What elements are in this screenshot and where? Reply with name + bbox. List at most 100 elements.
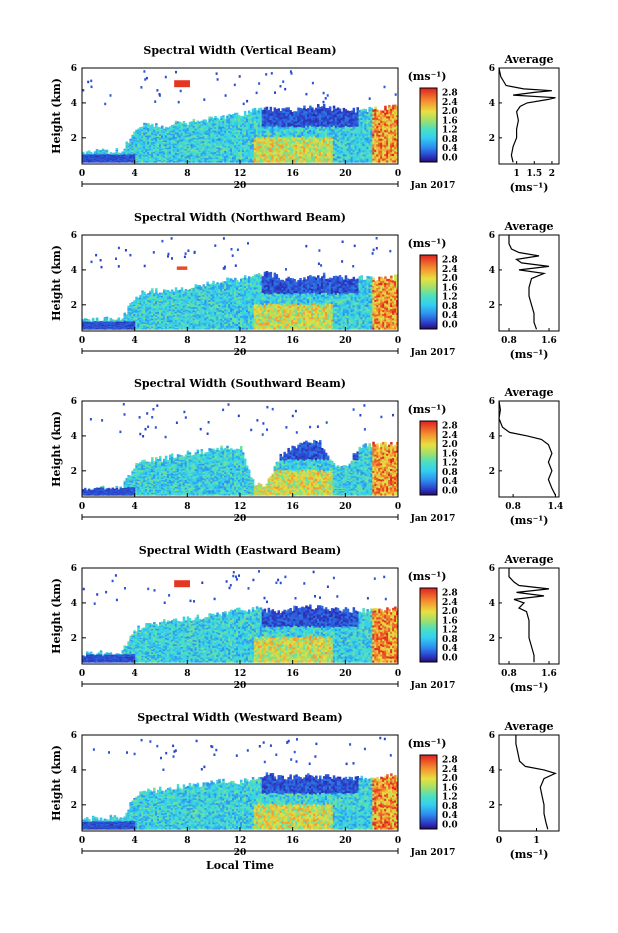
heatmap-cell bbox=[384, 86, 386, 89]
heatmap-patch bbox=[174, 80, 190, 87]
heatmap-cell bbox=[161, 126, 164, 128]
heatmap-cell bbox=[90, 80, 92, 83]
heatmap-cells bbox=[82, 70, 399, 163]
heatmap-cell bbox=[246, 100, 248, 103]
average-y-tick-label: 2 bbox=[489, 134, 495, 144]
x-tick-label: 4 bbox=[132, 169, 138, 179]
heatmap-cell bbox=[118, 317, 121, 318]
heatmap-cells bbox=[82, 237, 399, 330]
heatmap-cell bbox=[183, 121, 186, 123]
x-tick-label: 8 bbox=[184, 169, 190, 179]
heatmap-cell bbox=[287, 107, 290, 110]
heatmap-cell bbox=[225, 94, 227, 97]
heatmap-cell bbox=[110, 318, 113, 319]
average-y-tick-label: 6 bbox=[489, 64, 495, 74]
heatmap-cell bbox=[239, 75, 241, 78]
heatmap-cell bbox=[106, 150, 109, 151]
heatmap-cell bbox=[357, 107, 360, 110]
heatmap-cell bbox=[204, 119, 207, 121]
heatmap-cell bbox=[102, 149, 105, 150]
heatmap-cell bbox=[144, 78, 146, 81]
average-frame bbox=[499, 68, 559, 164]
heatmap-cell bbox=[236, 113, 239, 115]
heatmap-cell bbox=[124, 312, 127, 313]
average-x-label: (ms⁻¹) bbox=[510, 181, 549, 194]
colorbar-tick-label: 2.4 bbox=[442, 98, 458, 108]
heatmap-cell bbox=[88, 151, 91, 152]
y-axis-label: Height (km) bbox=[50, 78, 63, 154]
heatmap-cell bbox=[151, 124, 154, 126]
panel-2: Spectral Width (Northward Beam)246Height… bbox=[50, 211, 559, 361]
average-profile-line bbox=[499, 68, 556, 162]
heatmap-cell bbox=[222, 115, 225, 117]
panel-1: Spectral Width (Vertical Beam)246Height … bbox=[50, 44, 559, 194]
heatmap-cell bbox=[156, 89, 158, 92]
heatmap-cell bbox=[274, 91, 276, 94]
heatmap-cell bbox=[290, 70, 292, 73]
heatmap-cell bbox=[88, 319, 91, 320]
heatmap-cell bbox=[256, 92, 258, 95]
heatmap-cell bbox=[175, 71, 177, 74]
heatmap-cell bbox=[284, 88, 286, 91]
heatmap-cell bbox=[329, 106, 332, 109]
colorbar-tick-label: 2.8 bbox=[442, 89, 458, 99]
colorbar-tick-label: 2.0 bbox=[442, 107, 458, 117]
heatmap-cell bbox=[258, 82, 260, 85]
x-tick-label: 12 bbox=[234, 169, 247, 179]
heatmap-cell bbox=[384, 106, 387, 109]
heatmap-cell bbox=[193, 119, 196, 121]
heatmap-cell bbox=[265, 73, 267, 76]
heatmap-cell bbox=[374, 107, 377, 110]
heatmap-cell bbox=[214, 116, 217, 118]
heatmap-cell bbox=[126, 142, 129, 143]
heatmap-cell bbox=[185, 123, 188, 125]
heatmap-cell bbox=[353, 108, 356, 111]
heatmap-cell bbox=[140, 86, 142, 89]
heatmap-cell bbox=[282, 80, 284, 83]
heatmap-cell bbox=[271, 72, 273, 75]
heatmap-cell bbox=[216, 72, 218, 75]
heatmap-cell bbox=[323, 104, 326, 107]
y-tick-label: 2 bbox=[71, 134, 77, 144]
heatmap-cell bbox=[278, 108, 281, 111]
heatmap-cell bbox=[395, 93, 397, 96]
colorbar-tick-label: 0.0 bbox=[442, 153, 458, 163]
heatmap-cell bbox=[364, 109, 367, 111]
heatmap-cell bbox=[339, 109, 342, 112]
heatmap-cell bbox=[203, 98, 205, 101]
date-month-label: Jan 2017 bbox=[410, 181, 456, 191]
heatmap-cell bbox=[325, 97, 327, 100]
heatmap-cell bbox=[270, 107, 273, 110]
heatmap-cell bbox=[90, 152, 93, 153]
heatmap-cell bbox=[234, 84, 236, 87]
average-y-tick-label: 4 bbox=[489, 99, 495, 109]
heatmap-cell bbox=[217, 78, 219, 81]
heatmap-cell bbox=[96, 318, 99, 319]
heatmap-cell bbox=[82, 89, 84, 92]
heatmap-cell bbox=[312, 82, 314, 85]
x-tick-label: 20 bbox=[339, 169, 352, 179]
heatmap-cell bbox=[87, 81, 89, 84]
heatmap-cell bbox=[305, 93, 307, 96]
heatmap-cell bbox=[303, 106, 306, 109]
heatmap-cell bbox=[110, 94, 112, 97]
heatmap-cell bbox=[270, 109, 273, 112]
colorbar-tick-label: 1.2 bbox=[442, 126, 458, 136]
heatmap-cell bbox=[92, 318, 95, 319]
heatmap-cell bbox=[243, 103, 245, 106]
heatmap-cell bbox=[327, 94, 329, 97]
heatmap-cell bbox=[110, 152, 113, 153]
x-tick-label: 16 bbox=[286, 169, 299, 179]
colorbar bbox=[420, 88, 437, 162]
average-x-tick-label: 1.5 bbox=[526, 169, 542, 179]
heatmap-cell bbox=[154, 100, 156, 103]
heatmap-cell bbox=[155, 123, 158, 125]
x-tick-label: 0 bbox=[79, 169, 85, 179]
heatmap-cell bbox=[180, 90, 182, 93]
heatmap-cell bbox=[104, 103, 106, 106]
heatmap-cell bbox=[280, 85, 282, 88]
heatmap-cell bbox=[323, 101, 325, 104]
heatmap-cell bbox=[323, 92, 325, 95]
date-day-label: 20 bbox=[234, 181, 247, 191]
